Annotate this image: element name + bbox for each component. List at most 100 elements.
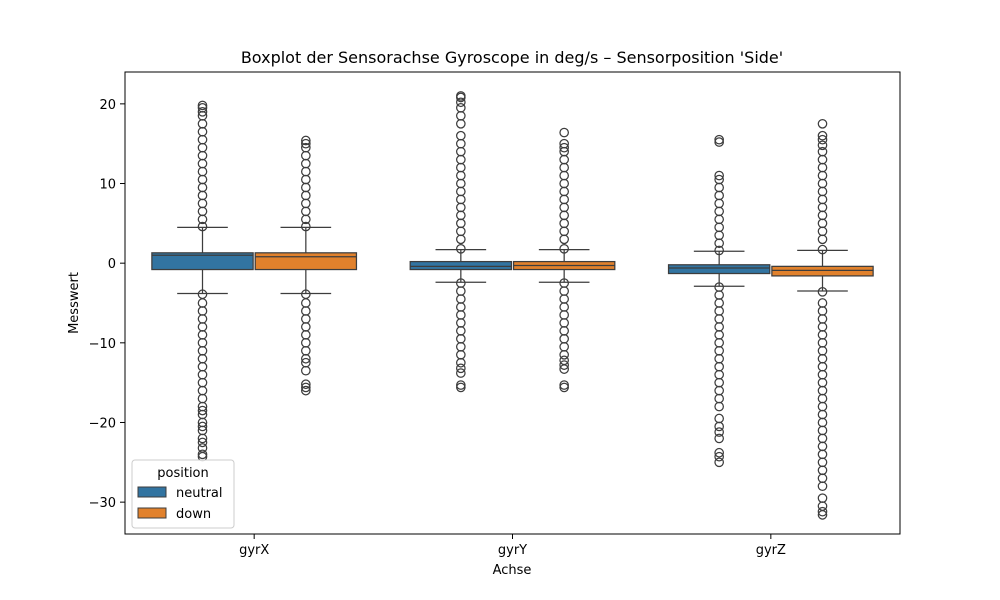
outlier-point [817,417,828,428]
outlier-point [714,345,724,356]
x-axis: gyrX gyrY gyrZ [239,534,786,558]
outlier-point [197,198,208,209]
box-gyrZ-down [771,118,874,520]
y-tick-label: −20 [89,416,116,431]
outlier-point [714,385,724,396]
outlier-point [456,286,466,296]
outlier-point [817,510,828,520]
x-tick-label: gyrX [239,543,269,558]
outlier-point [301,190,311,201]
outlier-point [817,353,828,364]
outlier-point [714,451,724,462]
outlier-point [197,421,208,432]
y-tick-label: 10 [99,178,116,193]
outlier-point [301,138,311,149]
outlier-point [559,360,569,370]
outlier-point [456,341,466,352]
outlier-point [714,338,724,348]
outlier-point [301,314,311,324]
outlier-point [559,318,569,328]
outlier-point [817,234,828,245]
outlier-point [197,449,208,460]
outlier-point [714,137,724,147]
outlier-point [714,377,724,388]
outlier-point [197,433,208,444]
outlier-point [301,385,311,396]
outlier-point [559,382,569,393]
outlier-point [559,286,569,296]
outlier-point [197,314,208,324]
outlier-point [559,186,569,197]
y-tick-label: −10 [89,337,116,352]
outlier-point [301,345,311,356]
outlier-point [301,365,311,376]
outlier-point [197,107,208,117]
outlier-point [559,326,569,336]
outlier-point [301,150,311,161]
outlier-point [817,465,828,476]
outlier-point [301,382,311,393]
outlier-point [714,413,724,424]
y-axis-label: Messwert [67,272,82,334]
outlier-point [714,361,724,372]
outlier-point [197,345,208,356]
outlier-point [456,202,466,213]
outlier-point [456,178,466,189]
outlier-point [197,142,208,153]
outlier-point [817,130,828,141]
outlier-point [817,202,828,213]
outlier-point [714,401,724,412]
outlier-point [197,377,208,388]
outlier-point [817,210,828,221]
outlier-point [714,214,724,225]
outlier-point [197,393,208,404]
outlier-point [301,353,311,364]
outlier-point [197,306,208,316]
outlier-point [197,338,208,348]
outlier-point [559,210,569,221]
outlier-point [301,198,311,209]
outlier-point [714,198,724,209]
outlier-point [301,221,311,232]
outlier-point [714,245,724,256]
outlier-point [714,290,724,300]
outlier-point [559,302,569,312]
outlier-point [817,401,828,412]
outlier-point [559,178,569,189]
legend-title: position [157,466,209,481]
box-gyrY-down [512,127,616,393]
outlier-point [714,314,724,324]
outlier-point [301,298,311,308]
outlier-point [817,481,828,492]
outlier-point [456,146,466,157]
outlier-point [456,380,466,390]
outlier-point [559,380,569,390]
legend-swatch-neutral [137,486,167,498]
outlier-point [197,134,208,145]
outlier-point [301,174,311,185]
outlier-point [817,425,828,436]
outlier-point [817,140,828,151]
box-gyrX-neutral [151,100,254,462]
outlier-point [301,182,311,193]
outlier-point [714,134,724,145]
outlier-point [301,330,311,340]
outlier-point [817,393,828,404]
outlier-point [559,294,569,304]
outlier-point [817,493,828,503]
box-gyrX-down [254,135,358,396]
outlier-point [817,506,828,517]
outlier-point [301,306,311,316]
outlier-point [817,244,828,255]
outlier-point [559,194,569,205]
outlier-point [301,379,311,390]
box-iqr [151,252,254,271]
outlier-point [197,100,208,111]
outlier-point [197,385,208,396]
outlier-point [456,302,466,312]
legend-label-neutral: neutral [176,486,223,501]
outlier-point [559,364,569,374]
outlier-point [197,298,208,308]
outlier-point [456,363,466,374]
box-gyrZ-neutral [667,134,771,468]
